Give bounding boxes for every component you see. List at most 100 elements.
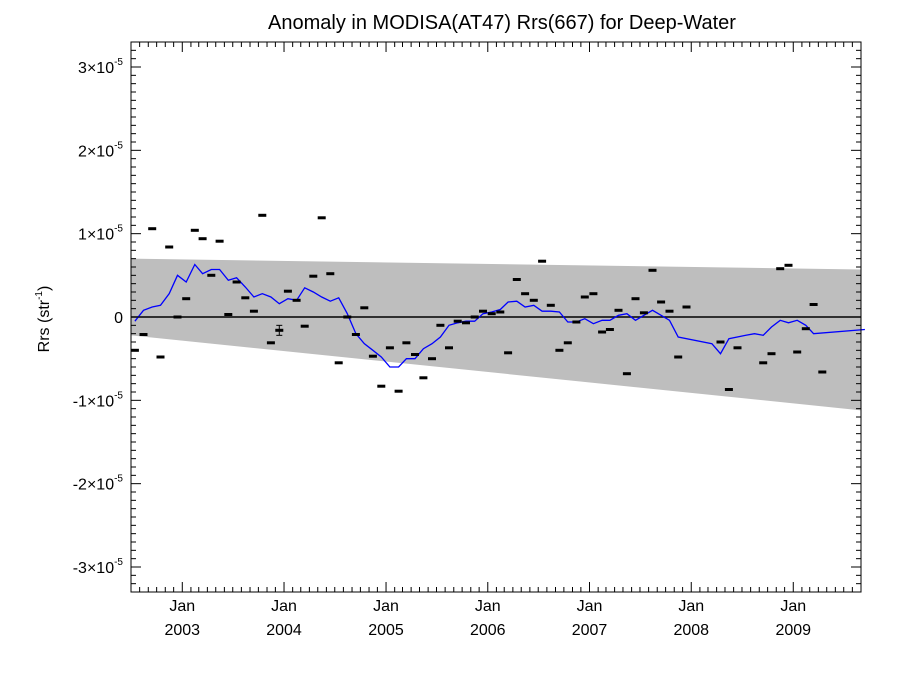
y-tick-exponent: -5	[114, 390, 123, 401]
data-point	[546, 303, 555, 307]
data-point	[614, 308, 623, 312]
x-tick-year: 2009	[775, 622, 811, 639]
y-tick-label: -2×10-5	[73, 474, 124, 494]
y-tick-mantissa: -3×10	[73, 560, 114, 577]
data-point	[622, 372, 631, 376]
y-axis-label-text: Rrs (str	[36, 299, 53, 352]
y-tick-mantissa: 0	[114, 310, 123, 327]
data-point	[351, 333, 360, 336]
y-tick-exponent: -5	[114, 57, 123, 68]
x-tick-year: 2006	[470, 622, 506, 639]
data-point	[809, 303, 818, 306]
data-point	[605, 328, 614, 331]
data-point	[182, 297, 191, 301]
data-point	[402, 341, 411, 345]
data-point	[224, 313, 233, 316]
data-point	[716, 340, 725, 344]
data-point	[801, 327, 810, 331]
data-point	[394, 389, 403, 393]
y-tick-label: -1×10-5	[73, 390, 124, 410]
data-point	[648, 268, 657, 272]
monthly-anomaly-points	[130, 213, 827, 393]
data-point	[487, 312, 496, 316]
data-point	[733, 346, 742, 350]
data-point	[258, 213, 267, 217]
y-tick-exponent: -5	[114, 140, 123, 151]
chart-title: Anomaly in MODISA(AT47) Rrs(667) for Dee…	[268, 12, 736, 34]
y-tick-label: 3×10-5	[78, 57, 123, 77]
error-bar	[276, 324, 283, 336]
data-point	[598, 330, 607, 334]
data-point	[156, 355, 165, 359]
data-point	[462, 321, 470, 325]
data-point	[377, 384, 386, 388]
data-point	[300, 324, 309, 328]
data-point	[190, 228, 199, 232]
y-axis-label-exponent: -1	[34, 291, 45, 300]
data-point	[207, 273, 216, 277]
data-point	[639, 311, 648, 315]
x-tick-year: 2003	[164, 622, 200, 639]
data-point	[334, 361, 343, 365]
data-point	[793, 350, 802, 354]
x-axis-tick-labels: Jan 2003 Jan 2004 Jan 2005 Jan 2006 Jan 2007 Jan 20…	[164, 598, 811, 639]
data-point	[360, 306, 369, 310]
y-tick-label: -3×10-5	[73, 557, 124, 577]
data-point	[453, 319, 462, 323]
y-tick-mantissa: -2×10	[73, 477, 114, 494]
data-point	[198, 237, 207, 241]
data-point	[411, 353, 419, 356]
data-point	[776, 267, 785, 271]
data-point	[759, 361, 768, 365]
y-tick-exponent: -5	[114, 474, 123, 485]
x-tick-year: 2007	[572, 622, 608, 639]
data-point	[249, 309, 258, 313]
data-point	[385, 346, 394, 350]
x-tick-year: 2008	[673, 622, 709, 639]
data-point	[784, 263, 793, 267]
data-point	[292, 298, 301, 302]
y-tick-label: 2×10-5	[78, 140, 123, 160]
data-point	[589, 292, 598, 296]
data-point	[445, 346, 453, 350]
x-tick-month: Jan	[169, 598, 195, 615]
y-tick-mantissa: 1×10	[78, 227, 114, 244]
data-point	[555, 348, 564, 352]
data-point	[470, 315, 479, 319]
data-point	[428, 357, 436, 361]
data-point	[512, 278, 521, 281]
data-point	[479, 309, 487, 313]
y-tick-label: 0	[114, 310, 123, 327]
uncertainty-band	[131, 258, 861, 411]
x-tick-year: 2004	[266, 622, 302, 639]
data-point	[317, 216, 326, 220]
x-tick-month: Jan	[271, 598, 297, 615]
data-point	[343, 315, 352, 319]
y-tick-mantissa: 3×10	[78, 60, 114, 77]
data-point	[538, 259, 547, 263]
data-point	[139, 333, 148, 336]
x-tick-month: Jan	[780, 598, 806, 615]
y-axis-ticks	[131, 41, 861, 593]
y-axis-label-close: )	[36, 286, 53, 291]
data-point	[496, 310, 505, 314]
x-tick-year: 2005	[368, 622, 404, 639]
data-point	[173, 315, 182, 319]
y-axis-label: Rrs (str-1)	[34, 286, 53, 353]
x-tick-month: Jan	[373, 598, 399, 615]
smoothed-anomaly-line	[134, 263, 865, 368]
y-tick-exponent: -5	[114, 224, 123, 235]
data-point	[504, 351, 513, 355]
data-point	[521, 292, 530, 296]
data-point	[436, 323, 445, 327]
data-point	[165, 245, 174, 249]
y-tick-mantissa: 2×10	[78, 143, 114, 160]
data-point	[818, 370, 827, 374]
x-tick-month: Jan	[475, 598, 501, 615]
data-point	[572, 320, 581, 324]
y-tick-exponent: -5	[114, 557, 123, 568]
data-point	[419, 376, 428, 380]
data-point	[682, 305, 691, 309]
data-point	[232, 280, 241, 284]
